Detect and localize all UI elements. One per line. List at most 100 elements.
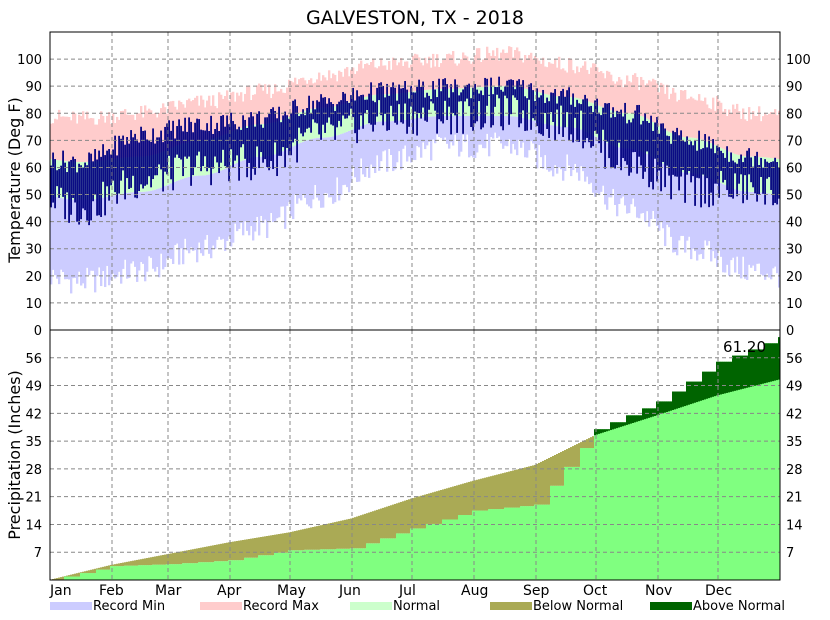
precip-actual-bar (248, 557, 251, 580)
precip-actual-bar (704, 371, 707, 580)
precip-actual-bar (312, 549, 315, 580)
observed-range-bar (540, 95, 542, 135)
record-max-bar (488, 52, 491, 87)
precip-actual-bar (512, 507, 515, 580)
precip-actual-bar (504, 507, 507, 580)
observed-range-bar (630, 122, 632, 173)
observed-range-bar (506, 80, 508, 99)
observed-range-bar (360, 95, 362, 116)
observed-range-bar (430, 99, 432, 102)
record-min-bar (648, 154, 651, 227)
observed-range-bar (68, 161, 70, 223)
precip-actual-bar (350, 548, 353, 580)
observed-range-bar (730, 152, 732, 198)
record-max-bar (246, 85, 249, 127)
record-max-bar (542, 57, 545, 94)
record-max-bar (156, 117, 159, 154)
observed-range-bar (178, 119, 180, 158)
record-max-bar (656, 83, 659, 125)
precip-actual-bar (208, 562, 211, 580)
record-max-bar (212, 95, 215, 139)
temp-tick-label-right: 80 (786, 107, 803, 122)
observed-range-bar (396, 100, 398, 125)
observed-range-bar (672, 130, 674, 175)
record-max-bar (476, 48, 479, 88)
above-normal-bar (700, 381, 703, 401)
above-normal-bar (642, 408, 645, 420)
record-max-bar (740, 118, 743, 156)
precip-actual-bar (402, 533, 405, 580)
record-max-bar (290, 81, 293, 117)
below-normal-bar (420, 495, 423, 529)
above-normal-bar (692, 381, 695, 404)
above-normal-bar (618, 422, 621, 428)
above-normal-bar (726, 361, 729, 393)
record-min-bar (642, 151, 645, 214)
record-max-bar (770, 112, 773, 159)
observed-range-bar (254, 126, 256, 175)
record-min-bar (622, 148, 625, 197)
temp-tick-label-left: 60 (25, 161, 42, 176)
precip-actual-bar (684, 391, 687, 580)
record-max-bar (328, 70, 331, 108)
record-min-bar (730, 187, 733, 261)
observed-range-bar (406, 89, 408, 134)
record-max-bar (216, 108, 219, 138)
precip-actual-bar (254, 557, 257, 580)
observed-range-bar (168, 120, 170, 156)
record-min-bar (282, 151, 285, 207)
precip-actual-bar (68, 576, 71, 580)
precip-tick-label-right: 21 (786, 491, 803, 506)
below-normal-bar (66, 575, 69, 577)
precip-actual-bar (440, 523, 443, 580)
observed-range-bar (514, 89, 516, 98)
precip-actual-bar (154, 564, 157, 580)
below-normal-bar (292, 531, 295, 551)
observed-range-bar (426, 92, 428, 122)
record-max-bar (564, 70, 567, 97)
record-min-bar (346, 131, 349, 188)
precip-actual-bar (492, 509, 495, 580)
observed-range-bar (260, 124, 262, 153)
record-min-bar (552, 125, 555, 177)
below-normal-bar (406, 499, 409, 534)
record-max-bar (376, 68, 379, 95)
record-max-bar (304, 80, 307, 111)
record-max-bar (162, 103, 165, 152)
below-normal-bar (322, 524, 325, 550)
above-normal-bar (688, 381, 691, 405)
record-max-bar (94, 124, 97, 162)
below-normal-bar (130, 561, 133, 566)
record-max-bar (60, 116, 63, 161)
observed-range-bar (300, 114, 302, 134)
record-max-bar (324, 77, 327, 108)
below-normal-bar (510, 471, 513, 508)
record-min-bar (610, 144, 613, 198)
below-normal-bar (104, 566, 107, 570)
below-normal-bar (580, 442, 583, 449)
precip-actual-bar (132, 565, 135, 580)
precip-actual-bar (694, 381, 697, 580)
month-axis: Jan Feb Mar Apr May Jun Jul Aug Sep Oct Nov Dec (49, 583, 732, 599)
record-max-bar (628, 81, 631, 114)
record-min-bar (194, 175, 197, 251)
below-normal-bar (494, 475, 497, 510)
precip-actual-bar (412, 528, 415, 580)
above-normal-bar (616, 422, 619, 429)
record-min-bar (638, 150, 641, 219)
record-min-bar (300, 142, 303, 201)
observed-range-bar (206, 123, 208, 172)
below-normal-bar (590, 437, 593, 449)
precip-actual-bar (736, 355, 739, 580)
record-max-bar (712, 97, 715, 145)
below-normal-bar (182, 551, 185, 564)
precip-actual-bar (716, 361, 719, 580)
above-normal-bar (596, 429, 599, 435)
normal-bar (204, 140, 207, 176)
record-min-bar (222, 169, 225, 239)
below-normal-bar (370, 511, 373, 544)
precip-actual-bar (236, 560, 239, 580)
observed-range-bar (480, 90, 482, 130)
precip-actual-bar (80, 573, 83, 580)
record-min-bar (506, 115, 509, 147)
